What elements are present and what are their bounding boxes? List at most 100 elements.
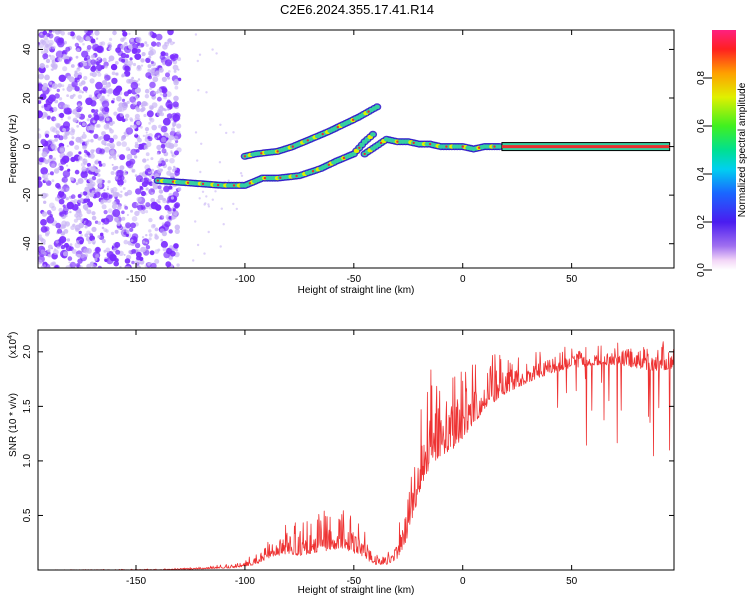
noise-speckle <box>140 246 147 253</box>
noise-speckle <box>81 80 86 85</box>
noise-speckle <box>121 216 126 221</box>
noise-speckle <box>135 36 142 43</box>
noise-speckle <box>166 55 171 60</box>
noise-speckle <box>81 50 89 58</box>
noise-speckle <box>95 69 98 72</box>
noise-speckle <box>43 264 47 267</box>
noise-speckle <box>68 110 72 114</box>
y-tick-label: 40 <box>22 43 33 55</box>
band-body <box>351 151 357 157</box>
noise-speckle <box>105 117 110 122</box>
noise-speckle <box>114 241 121 248</box>
band-peak <box>243 155 247 158</box>
noise-speckle <box>91 226 97 232</box>
noise-speckle <box>150 262 157 268</box>
noise-speckle <box>172 101 179 108</box>
noise-speckle <box>144 88 150 94</box>
noise-speckle <box>136 120 141 126</box>
noise-speckle <box>90 138 94 143</box>
noise-speckle <box>94 246 101 253</box>
noise-speckle <box>80 233 83 237</box>
noise-speckle <box>116 222 121 227</box>
band-body <box>496 144 503 149</box>
noise-speckle <box>44 103 52 112</box>
noise-speckle <box>164 204 170 211</box>
noise-speckle <box>56 228 63 234</box>
spectrogram-panel: -150 -100 -50 0 50 -40 -20 0 20 40 Height of stra… <box>8 29 675 296</box>
noise-speckle <box>130 222 137 229</box>
noise-speckle <box>79 240 84 245</box>
noise-speckle <box>159 54 166 60</box>
noise-speckle <box>214 190 217 193</box>
noise-speckle <box>92 149 95 152</box>
noise-speckle <box>51 68 54 72</box>
noise-speckle <box>114 217 119 222</box>
noise-speckle <box>130 209 133 213</box>
noise-speckle <box>70 176 74 181</box>
noise-speckle <box>157 185 162 190</box>
noise-speckle <box>140 105 144 108</box>
noise-speckle <box>101 139 107 146</box>
band-peak <box>156 179 159 182</box>
noise-speckle <box>101 87 107 93</box>
noise-speckle <box>131 248 137 254</box>
noise-speckle <box>94 257 98 261</box>
noise-speckle <box>145 245 151 250</box>
noise-speckle <box>38 73 45 80</box>
noise-speckle <box>136 196 142 203</box>
noise-speckle <box>111 71 116 76</box>
noise-speckle <box>46 33 51 37</box>
noise-speckle <box>79 155 82 159</box>
band-peak <box>351 118 355 122</box>
noise-speckle <box>142 240 146 244</box>
noise-speckle <box>99 232 104 237</box>
noise-speckle <box>115 47 121 53</box>
noise-speckle <box>47 253 52 258</box>
band-peak <box>493 145 496 148</box>
noise-speckle <box>40 219 47 226</box>
noise-speckle <box>140 42 145 48</box>
noise-speckle <box>112 186 118 193</box>
noise-speckle <box>167 166 172 171</box>
noise-speckle <box>45 153 48 157</box>
noise-speckle <box>95 61 100 66</box>
noise-speckle <box>102 57 107 63</box>
noise-speckle <box>131 216 138 222</box>
noise-speckle <box>156 88 163 94</box>
band-peak <box>379 141 383 145</box>
noise-speckle <box>77 178 84 184</box>
noise-speckle <box>74 107 78 111</box>
noise-speckle <box>71 128 76 133</box>
noise-speckle <box>40 249 45 254</box>
noise-speckle <box>108 194 113 199</box>
noise-speckle <box>58 97 63 101</box>
noise-speckle <box>97 221 101 225</box>
noise-speckle <box>165 72 170 78</box>
y-tick-label: -20 <box>22 187 33 202</box>
noise-speckle <box>113 157 117 161</box>
noise-speckle <box>86 45 92 50</box>
spectrogram-ticks: -150 -100 -50 0 50 -40 -20 0 20 40 <box>22 30 674 285</box>
noise-speckle <box>145 152 150 157</box>
noise-speckle <box>110 171 115 175</box>
noise-speckle <box>42 242 46 245</box>
noise-speckle <box>50 262 54 266</box>
noise-speckle <box>78 230 82 235</box>
noise-speckle <box>136 202 139 206</box>
noise-speckle <box>63 103 69 109</box>
noise-speckle <box>45 58 51 64</box>
band-peak <box>306 139 309 142</box>
noise-speckle <box>126 78 131 84</box>
noise-speckle <box>38 180 43 188</box>
noise-speckle <box>91 54 95 58</box>
noise-speckle <box>125 222 132 229</box>
noise-speckle <box>211 48 214 51</box>
noise-speckle <box>84 177 87 181</box>
noise-speckle <box>86 152 91 156</box>
noise-speckle <box>149 81 156 89</box>
noise-speckle <box>42 30 48 36</box>
noise-speckle <box>115 72 119 76</box>
noise-speckle <box>140 190 146 197</box>
noise-speckle <box>91 152 94 155</box>
noise-speckle <box>82 191 88 196</box>
